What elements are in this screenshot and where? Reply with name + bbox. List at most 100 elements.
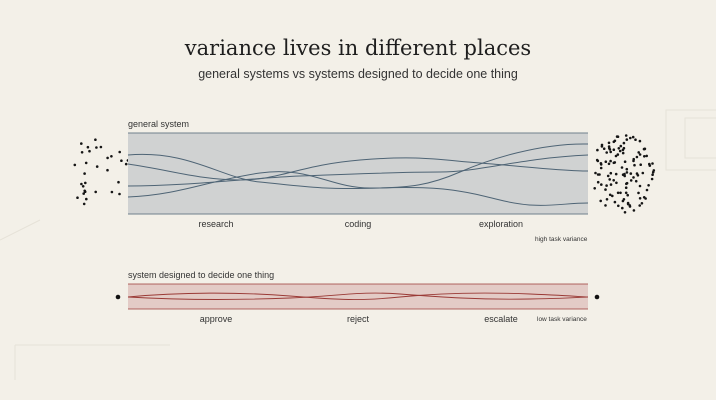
scatter-dot: [625, 171, 629, 174]
scatter-dot: [617, 147, 621, 150]
scatter-dot: [616, 135, 620, 138]
scatter-dot: [620, 166, 624, 169]
scatter-dot: [651, 173, 654, 176]
scatter-dot: [638, 153, 642, 156]
low-variance-note: low task variance: [537, 316, 587, 323]
scatter-dot: [648, 162, 651, 166]
scatter-dot: [124, 162, 128, 166]
scatter-dot: [608, 178, 611, 181]
scatter-dot: [613, 139, 617, 143]
general-system-label: general system: [128, 119, 190, 129]
scatter-dot: [632, 209, 636, 212]
scatter-dot: [110, 155, 113, 158]
scatter-dot: [110, 190, 114, 194]
scatter-dot: [80, 151, 84, 154]
scatter-dot: [596, 180, 600, 184]
category-exploration: exploration: [478, 219, 524, 229]
scatter-dot: [623, 160, 627, 163]
scatter-dot: [622, 141, 626, 145]
scatter-dot: [82, 192, 85, 195]
scatter-dot: [638, 197, 642, 200]
scatter-dot: [599, 166, 603, 170]
scatter-dot: [94, 138, 97, 141]
scatter-dot: [614, 154, 618, 158]
scatter-dot: [631, 135, 635, 139]
scatter-dot: [637, 191, 640, 195]
scatter-dot: [602, 147, 606, 150]
scatter-dot: [83, 190, 87, 193]
scatter-dot: [609, 150, 612, 154]
scatter-dot: [80, 182, 83, 186]
scatter-dot: [604, 188, 607, 191]
decide-path-1: [127, 292, 589, 300]
scatter-dot: [80, 142, 83, 145]
scatter-dot: [117, 180, 120, 184]
scatter-dot: [605, 184, 608, 187]
decide-path-2: [127, 292, 589, 300]
page-title: variance lives in different places: [184, 36, 532, 60]
scatter-dot: [634, 138, 637, 141]
scatter-dot: [599, 163, 603, 166]
scatter-dot: [621, 151, 625, 155]
scatter-dot: [82, 202, 86, 206]
scatter-dot: [629, 179, 633, 182]
scatter-dot: [118, 192, 121, 196]
scatter-dot: [598, 173, 601, 176]
scatter-dot: [637, 151, 640, 154]
scatter-dot: [607, 141, 611, 145]
scatter-dot: [594, 171, 597, 175]
scatter-dot: [616, 153, 620, 156]
scatter-dot: [639, 163, 642, 166]
scatter-dot: [640, 202, 644, 205]
scatter-dot: [615, 181, 618, 185]
scatter-dot: [624, 186, 628, 189]
scatter-dot: [84, 181, 87, 185]
scatter-dot: [612, 179, 615, 182]
scatter-dot: [604, 160, 608, 163]
high-variance-note: high task variance: [535, 236, 588, 243]
scatter-dot: [629, 172, 633, 175]
scatter-dot: [652, 169, 656, 172]
scatter-dot: [596, 148, 599, 152]
scatter-dot: [611, 194, 614, 198]
decide-band: [128, 284, 588, 309]
scatter-dot: [629, 136, 632, 140]
scatter-dot: [633, 163, 636, 167]
category-approve: approve: [199, 314, 233, 324]
category-coding: coding: [344, 219, 372, 229]
scatter-dot: [635, 155, 639, 159]
scatter-dot: [81, 185, 85, 188]
scatter-dot: [638, 184, 642, 188]
scatter-dot: [118, 150, 121, 154]
scatter-dot: [645, 188, 649, 192]
decide-system-label: system designed to decide one thing: [128, 270, 275, 280]
decide-output-dot: [594, 294, 600, 300]
category-reject: reject: [346, 314, 370, 324]
general-dots-right: [593, 134, 656, 214]
scatter-dot: [650, 177, 654, 181]
scatter-dot: [593, 187, 596, 190]
scatter-dot: [83, 172, 86, 175]
scatter-dot: [621, 148, 625, 152]
scatter-dot: [624, 134, 628, 137]
scatter-dot: [99, 145, 103, 149]
scatter-dot: [595, 158, 599, 162]
scatter-dot: [600, 183, 603, 186]
scatter-dot: [636, 174, 640, 177]
general-path-2: [127, 157, 589, 181]
scatter-dot: [624, 191, 628, 195]
decide-input-dot: [115, 294, 121, 300]
scatter-dot: [618, 149, 622, 153]
scatter-dot: [73, 163, 77, 167]
scatter-dot: [88, 149, 91, 153]
scatter-dot: [619, 191, 622, 195]
scatter-dot: [623, 172, 626, 176]
scatter-dot: [606, 174, 610, 178]
scatter-dot: [626, 193, 629, 197]
scatter-dot: [613, 161, 617, 164]
scatter-dot: [621, 199, 625, 203]
scatter-dot: [94, 190, 97, 194]
scatter-dot: [642, 147, 646, 151]
scatter-dot: [609, 171, 613, 175]
